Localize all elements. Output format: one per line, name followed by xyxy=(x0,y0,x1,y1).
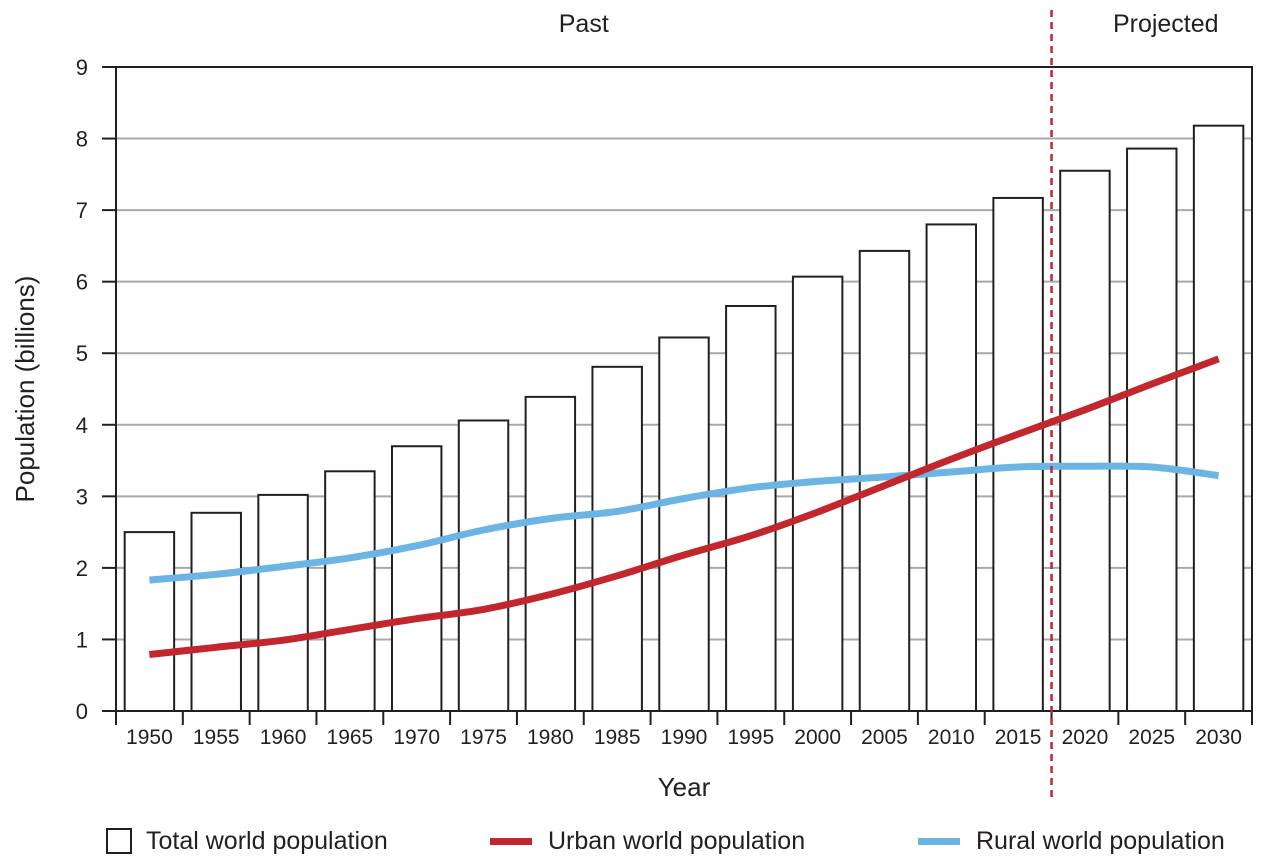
y-tick-label-3: 3 xyxy=(76,484,88,509)
x-tick-label-1990: 1990 xyxy=(661,726,708,749)
y-tick-label-7: 7 xyxy=(76,198,88,223)
legend-label-urban: Urban world population xyxy=(548,826,806,855)
bar-1975 xyxy=(457,419,510,712)
bar-2030 xyxy=(1192,124,1245,713)
bar-1955 xyxy=(190,511,242,713)
bar-1960 xyxy=(257,493,309,712)
legend-swatch-urban xyxy=(490,837,532,845)
y-tick-label-4: 4 xyxy=(76,413,88,438)
legend-label-rural: Rural world population xyxy=(976,826,1225,855)
bar-1980 xyxy=(524,395,577,712)
x-tick-label-1970: 1970 xyxy=(393,726,440,749)
bar-1995 xyxy=(725,304,777,712)
y-tick-label-1: 1 xyxy=(76,627,88,652)
x-tick-label-1960: 1960 xyxy=(260,726,307,749)
legend-swatch-rural xyxy=(918,837,960,845)
y-tick-label-5: 5 xyxy=(76,341,88,366)
legend-item-total: Total world population xyxy=(106,820,388,862)
bar-2000 xyxy=(791,275,844,712)
x-tick-label-1950: 1950 xyxy=(126,726,173,749)
bar-1985 xyxy=(591,365,643,712)
x-tick-label-2030: 2030 xyxy=(1195,726,1242,749)
bar-1965 xyxy=(324,470,376,712)
bar-1950 xyxy=(123,531,176,712)
x-tick-label-2025: 2025 xyxy=(1128,726,1175,749)
bar-1970 xyxy=(390,445,443,712)
region-label-past: Past xyxy=(559,10,609,38)
y-tick-label-2: 2 xyxy=(76,556,88,581)
rural-population-line xyxy=(149,462,1220,584)
legend-label-total: Total world population xyxy=(146,826,388,855)
legend-swatch-total xyxy=(106,828,132,854)
x-tick-label-1980: 1980 xyxy=(527,726,574,749)
y-tick-label-9: 9 xyxy=(76,55,88,80)
bar-2025 xyxy=(1126,147,1178,713)
legend-item-rural: Rural world population xyxy=(918,820,1225,862)
urban-population-line xyxy=(149,355,1220,658)
x-tick-label-2020: 2020 xyxy=(1062,726,1109,749)
y-tick-label-0: 0 xyxy=(76,699,88,724)
x-tick-label-2010: 2010 xyxy=(928,726,975,749)
x-tick-label-2000: 2000 xyxy=(794,726,841,749)
x-tick-label-1975: 1975 xyxy=(460,726,507,749)
region-label-projected: Projected xyxy=(1113,10,1219,38)
chart-canvas: 0 1 2 3 4 5 6 7 8 9 1950 1955 1960 1965 1970 1975 1980 19… xyxy=(10,10,1253,802)
legend-item-urban: Urban world population xyxy=(490,820,805,862)
x-tick-label-1965: 1965 xyxy=(327,726,374,749)
x-tick-label-1985: 1985 xyxy=(594,726,641,749)
x-tick-label-2005: 2005 xyxy=(861,726,908,749)
plot-frame xyxy=(115,66,1253,712)
y-tick-label-8: 8 xyxy=(76,127,88,152)
x-tick-label-2015: 2015 xyxy=(995,726,1042,749)
y-tick-label-6: 6 xyxy=(76,270,88,295)
y-axis-title: Population (billions) xyxy=(10,276,40,503)
bar-1990 xyxy=(658,336,710,712)
bar-2015 xyxy=(992,196,1044,713)
x-tick-label-1995: 1995 xyxy=(727,726,774,749)
legend: Total world population Urban world popul… xyxy=(0,820,1276,862)
bar-2020 xyxy=(1059,169,1111,712)
x-tick-label-1955: 1955 xyxy=(193,726,240,749)
x-axis-title: Year xyxy=(658,772,711,802)
